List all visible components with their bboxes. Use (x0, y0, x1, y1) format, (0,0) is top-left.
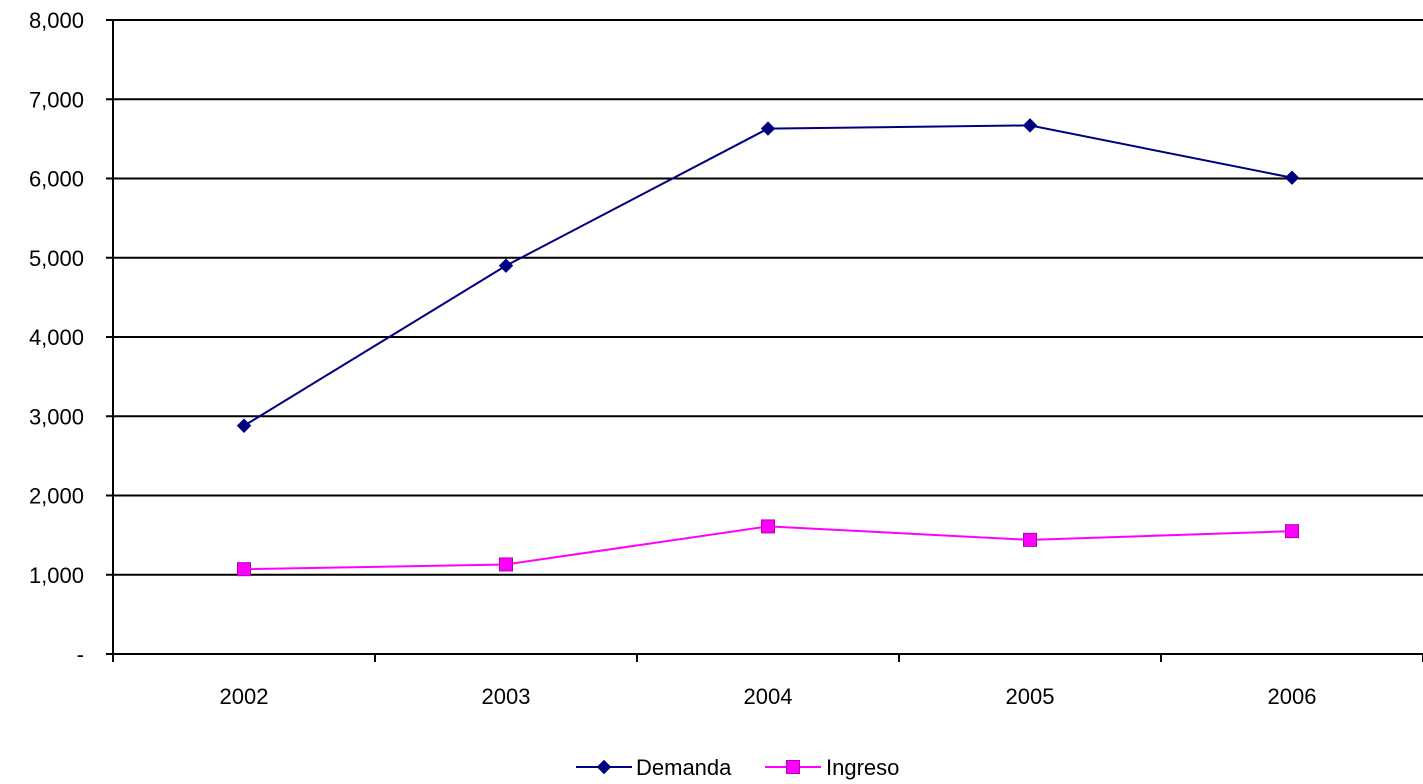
legend-item-demanda: Demanda (576, 755, 732, 780)
y-tick-label: 1,000 (29, 563, 84, 588)
data-point (499, 557, 513, 572)
y-tick-label: 4,000 (29, 325, 84, 350)
y-tick-label: 2,000 (29, 484, 84, 509)
series-line (243, 124, 1293, 427)
y-tick-labels: - 1,000 2,000 3,000 4,000 5,000 6,000 7,000 8,00… (29, 8, 84, 667)
x-tick-label: 2002 (220, 684, 269, 709)
x-tick-label: 2003 (482, 684, 531, 709)
x-tick-label: 2004 (744, 684, 793, 709)
x-tick-label: 2006 (1268, 684, 1317, 709)
data-point (1022, 118, 1038, 133)
data-point (498, 258, 514, 273)
y-tick-label: 8,000 (29, 8, 84, 33)
y-tick-label: 5,000 (29, 246, 84, 271)
data-point (1285, 524, 1299, 539)
series-ingreso (237, 519, 1299, 577)
x-tick-label: 2005 (1006, 684, 1055, 709)
data-point (761, 519, 775, 534)
legend-label: Demanda (636, 755, 732, 780)
series (236, 118, 1300, 577)
series-demanda (236, 118, 1300, 433)
axes (106, 19, 1423, 662)
data-point (1284, 170, 1300, 185)
legend: Demanda Ingreso (576, 755, 899, 780)
x-tick-labels: 2002 2003 2004 2005 2006 (220, 684, 1317, 709)
y-tick-label: - (77, 642, 84, 667)
legend-label: Ingreso (826, 755, 899, 780)
data-point (1023, 532, 1037, 547)
y-tick-label: 6,000 (29, 167, 84, 192)
y-tick-label: 7,000 (29, 87, 84, 112)
data-point (236, 418, 252, 433)
data-point (237, 562, 251, 577)
legend-marker (786, 760, 800, 774)
legend-marker (596, 759, 612, 775)
legend-item-ingreso: Ingreso (765, 755, 899, 780)
data-point (760, 121, 776, 136)
y-tick-label: 3,000 (29, 404, 84, 429)
gridlines (113, 19, 1423, 576)
